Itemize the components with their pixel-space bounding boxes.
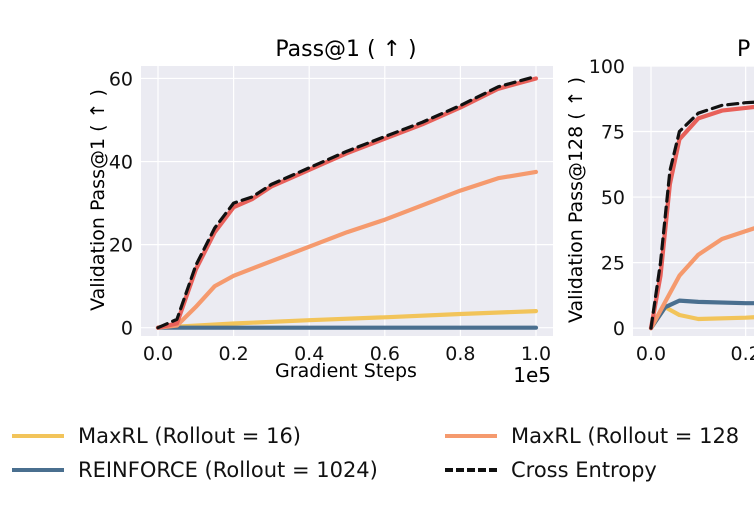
left-plot-area	[141, 66, 553, 336]
right-y-tick-label: 50	[601, 187, 625, 209]
left-series-line-cross-entropy	[156, 74, 538, 330]
left-y-tick-label: 60	[109, 68, 133, 90]
left-series-line-maxrl-rollout-1024	[155, 76, 539, 330]
legend-item-maxrl-16: MaxRL (Rollout = 16)	[12, 424, 301, 448]
right-x-tick-label: 0.0	[636, 343, 666, 365]
right-y-tick-label: 25	[601, 253, 625, 275]
right-x-tick-label: 0.2	[731, 343, 754, 365]
left-x-tick-label: 0.0	[143, 343, 173, 365]
left-chart: Pass@1 ( ↑ ) Validation Pass@1 ( ↑ ) Gra…	[87, 37, 551, 387]
left-x-multiplier: 1e5	[513, 363, 551, 387]
left-x-axis-label: Gradient Steps	[275, 360, 417, 382]
legend-item-reinforce-1024: REINFORCE (Rollout = 1024)	[12, 458, 378, 482]
legend-item-cross-entropy: Cross Entropy	[445, 458, 657, 482]
legend-swatch	[445, 468, 497, 472]
left-y-tick-label: 40	[109, 152, 133, 174]
right-chart: P Validation Pass@128 ( ↑ )	[565, 37, 750, 323]
legend-label: REINFORCE (Rollout = 1024)	[78, 458, 378, 482]
right-chart-title: P	[737, 37, 750, 62]
legend-label: MaxRL (Rollout = 16)	[78, 424, 301, 448]
legend: MaxRL (Rollout = 16) REINFORCE (Rollout …	[0, 418, 754, 498]
right-y-tick-label: 100	[589, 56, 625, 78]
left-series-line-maxrl-rollout-16	[155, 309, 539, 330]
right-y-tick-label: 75	[601, 122, 625, 144]
legend-label: Cross Entropy	[511, 458, 657, 482]
legend-swatch	[12, 468, 64, 472]
left-x-tick-label: 0.2	[218, 343, 248, 365]
legend-swatch	[12, 434, 64, 438]
right-plot: 0.0 0.2 0 25 50 75 100	[589, 56, 754, 365]
left-y-tick-label: 0	[121, 318, 133, 340]
left-x-tick-label: 0.8	[445, 343, 475, 365]
left-y-tick-label: 20	[109, 235, 133, 257]
right-y-axis-label: Validation Pass@128 ( ↑ )	[565, 77, 587, 323]
left-chart-title: Pass@1 ( ↑ )	[275, 37, 416, 62]
legend-swatch	[445, 434, 497, 438]
legend-label: MaxRL (Rollout = 128	[511, 424, 740, 448]
right-series-line-cross-entropy	[649, 100, 754, 330]
right-series-line-maxrl-rollout-128	[648, 226, 754, 331]
right-y-tick-label: 0	[613, 318, 625, 340]
left-x-tick-label: 0.4	[294, 343, 324, 365]
left-y-axis-label: Validation Pass@1 ( ↑ )	[87, 89, 109, 311]
left-plot: 0.0 0.2 0.4 0.6 0.8 1.0 0 20 40 60	[109, 66, 553, 365]
legend-item-maxrl-128: MaxRL (Rollout = 128	[445, 424, 739, 448]
left-x-tick-label: 1.0	[521, 343, 551, 365]
left-x-tick-label: 0.6	[370, 343, 400, 365]
left-series-line-maxrl-rollout-128	[155, 169, 539, 330]
